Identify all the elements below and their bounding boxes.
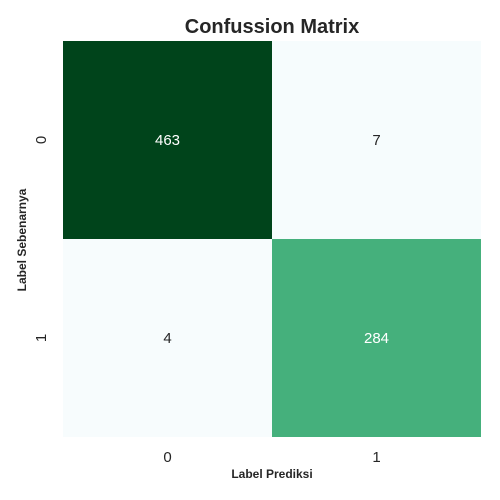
cell-value-1-1: 284 (364, 330, 389, 347)
heatmap-cells (63, 41, 481, 437)
heatmap-cell-1-0 (63, 239, 272, 437)
y-axis-ticks: 01 (33, 136, 50, 342)
cell-value-1-0: 4 (163, 330, 171, 347)
cell-value-0-1: 7 (372, 132, 380, 149)
y-tick-label: 1 (33, 334, 50, 342)
heatmap-cell-0-1 (272, 41, 481, 239)
x-tick-label: 0 (163, 449, 171, 466)
x-axis-label: Label Prediksi (231, 467, 312, 481)
heatmap-cell-0-0 (63, 41, 272, 239)
y-axis-label: Label Sebenarnya (15, 188, 29, 291)
cell-value-0-0: 463 (155, 132, 180, 149)
y-tick-label: 0 (33, 136, 50, 144)
heatmap-cell-1-1 (272, 239, 481, 437)
chart-title: Confussion Matrix (185, 16, 359, 38)
heatmap-cell-labels: 463 7 4 284 (155, 132, 389, 347)
x-tick-label: 1 (372, 449, 380, 466)
